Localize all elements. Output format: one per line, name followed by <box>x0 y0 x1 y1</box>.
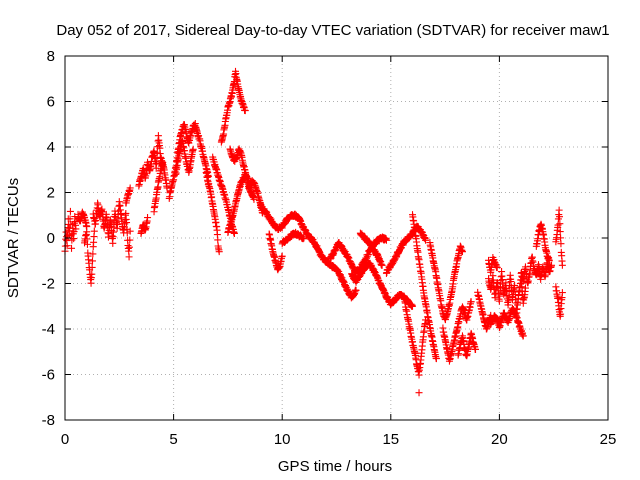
data-point <box>548 261 556 269</box>
data-point <box>144 214 152 222</box>
x-tick-label: 20 <box>491 431 508 448</box>
data-point <box>126 236 134 244</box>
data-point <box>352 286 360 294</box>
y-tick-label: -6 <box>42 367 55 384</box>
y-tick-label: 2 <box>47 185 55 202</box>
axis-ticks <box>64 55 609 421</box>
data-point <box>511 281 519 289</box>
data-point <box>519 332 527 340</box>
y-tick-label: -4 <box>42 321 55 338</box>
data-point <box>90 227 98 235</box>
data-point <box>125 253 133 261</box>
data-point <box>89 257 97 265</box>
x-tick-label: 5 <box>169 431 177 448</box>
data-point <box>493 264 501 272</box>
data-point <box>382 236 390 244</box>
data-point <box>83 240 91 248</box>
data-points <box>61 67 566 397</box>
data-point <box>241 107 249 115</box>
data-point <box>557 240 565 248</box>
data-point <box>555 213 563 221</box>
x-tick-label: 0 <box>61 431 69 448</box>
data-point <box>555 206 563 214</box>
data-point <box>432 355 440 363</box>
data-point <box>415 389 423 397</box>
data-point <box>458 248 466 256</box>
x-tick-labels: 0 5 10 15 20 25 <box>61 431 617 448</box>
data-point <box>557 234 565 242</box>
y-tick-label: 6 <box>47 94 55 111</box>
y-tick-label: -2 <box>42 276 55 293</box>
data-point <box>300 234 308 242</box>
data-point <box>409 302 417 310</box>
data-point <box>467 298 475 306</box>
data-point <box>123 219 131 227</box>
data-point <box>558 261 566 269</box>
data-point <box>558 289 566 297</box>
data-point <box>122 209 130 217</box>
data-point <box>126 227 134 235</box>
data-point <box>278 252 286 260</box>
data-point <box>472 345 480 353</box>
data-point <box>88 270 96 278</box>
data-point <box>109 239 117 247</box>
data-point <box>125 243 133 251</box>
data-point <box>89 250 97 258</box>
data-point <box>378 261 386 269</box>
y-tick-label: -8 <box>42 412 55 429</box>
data-point <box>70 235 78 243</box>
data-point <box>126 184 134 192</box>
y-tick-label: 4 <box>47 139 55 156</box>
data-point <box>214 236 222 244</box>
data-point <box>215 248 223 256</box>
data-point <box>230 229 238 237</box>
data-point <box>556 228 564 236</box>
data-point <box>545 257 553 265</box>
x-tick-label: 15 <box>382 431 399 448</box>
data-point <box>68 244 76 252</box>
data-point <box>88 263 96 271</box>
chart-title: Day 052 of 2017, Sidereal Day-to-day VTE… <box>56 22 609 39</box>
y-tick-labels: -8 -6 -4 -2 0 2 4 6 8 <box>42 48 55 429</box>
x-axis-label: GPS time / hours <box>278 458 392 475</box>
data-point <box>189 145 197 153</box>
x-tick-label: 25 <box>600 431 617 448</box>
data-point <box>90 238 98 246</box>
y-tick-label: 0 <box>47 230 55 247</box>
x-tick-label: 10 <box>274 431 291 448</box>
data-point <box>66 207 74 215</box>
data-point <box>556 220 564 228</box>
data-point <box>72 225 80 233</box>
y-axis-label: SDTVAR / TECUs <box>5 178 22 298</box>
data-point <box>422 236 430 244</box>
y-tick-label: 8 <box>47 48 55 65</box>
data-point <box>83 228 91 236</box>
data-point <box>66 215 74 223</box>
data-point <box>123 229 131 237</box>
data-point <box>521 284 529 292</box>
